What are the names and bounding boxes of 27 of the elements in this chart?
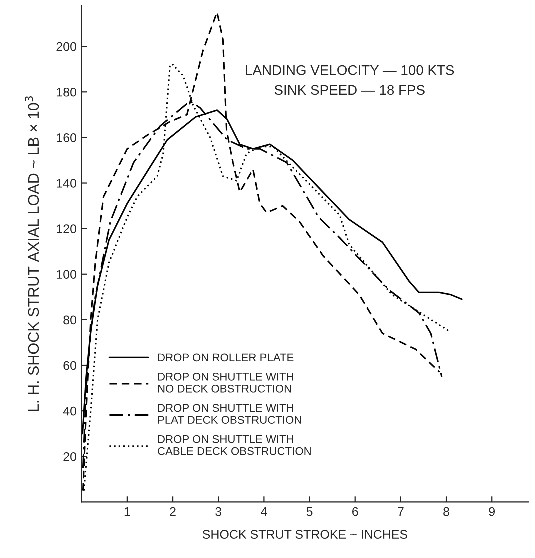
x-tick-label: 9	[489, 507, 495, 516]
x-tick-label: 8	[444, 507, 450, 516]
y-tick-label: 200	[56, 42, 77, 52]
y-tick-label: 100	[57, 270, 77, 280]
y-tick-label: 120	[57, 224, 77, 234]
legend-label: DROP ON SHUTTLE WITH NO DECK OBSTRUCTION	[158, 372, 294, 393]
y-tick-label: 180	[57, 88, 77, 97]
legend-label: DROP ON SHUTTLE WITH CABLE DECK OBSTRUCTION	[158, 435, 311, 456]
y-tick-label: 40	[63, 406, 77, 416]
annotation: SINK SPEED — 18 FPS	[274, 85, 425, 96]
y-tick-label: 140	[57, 179, 77, 188]
x-tick-label: 7	[398, 508, 404, 516]
x-tick-label: 2	[170, 507, 176, 516]
y-tick-label: 160	[57, 134, 77, 142]
x-tick-label: 1	[124, 508, 130, 516]
x-tick-label: 3	[216, 507, 222, 516]
x-axis-title: SHOCK STRUT STROKE ~ INCHES	[202, 530, 408, 540]
y-tick-label: 20	[64, 452, 77, 462]
x-tick-label: 6	[352, 507, 358, 516]
x-tick-label: 4	[261, 508, 268, 516]
x-tick-label: 5	[306, 508, 313, 516]
annotation: LANDING VELOCITY — 100 KTS	[246, 65, 454, 76]
y-tick-label: 80	[64, 316, 77, 325]
y-tick-label: 60	[64, 361, 77, 370]
y-axis-title: L. H. SHOCK STRUT AXIAL LOAD ~ LB × 10$^{3}$	[25, 96, 40, 412]
legend-label: DROP ON ROLLER PLATE	[158, 354, 294, 362]
legend-label: DROP ON SHUTTLE WITH PLAT DECK OBSTRUCTION	[158, 404, 302, 424]
